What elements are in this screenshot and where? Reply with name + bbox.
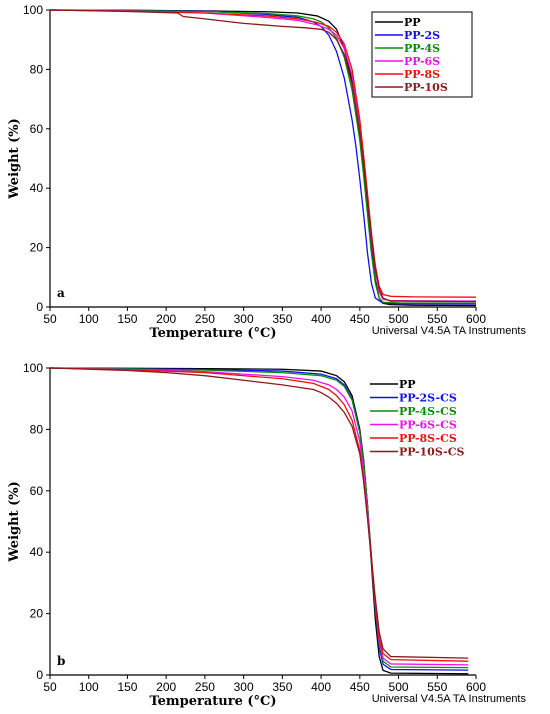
legend-entry: PP-4S <box>404 42 440 55</box>
y-tick-label: 60 <box>30 484 44 498</box>
legend-entry: PP-2S <box>404 29 440 42</box>
legend-entry: PP-10S <box>404 81 448 94</box>
x-tick-label: 500 <box>389 312 409 326</box>
x-tick-label: 200 <box>156 312 176 326</box>
chart-panel-b: 50 100 150 200 250 300 350 400 450 500 550 600 0 20 40… <box>7 361 526 709</box>
legend-box <box>371 11 473 98</box>
series-line-pp <box>49 367 469 675</box>
legend-entry: PP-4S-CS <box>399 405 457 418</box>
x-tick-label: 350 <box>272 680 292 694</box>
y-tick-label: 100 <box>23 361 43 375</box>
legend-entry: PP <box>404 16 421 29</box>
y-axis-title: Weight (%) <box>7 118 22 199</box>
y-axis-title: Weight (%) <box>7 481 22 562</box>
x-tick-label: 150 <box>117 680 137 694</box>
x-tick-label: 300 <box>234 680 254 694</box>
chart-panel-a: 50 100 150 200 250 300 350 400 450 500 550 600 0 20 40… <box>7 3 526 341</box>
panel-letter: a <box>57 286 65 300</box>
y-tick-label: 60 <box>30 122 44 136</box>
legend-entry: PP-2S-CS <box>399 392 457 405</box>
x-tick-label: 200 <box>156 680 176 694</box>
y-tick-label: 80 <box>30 422 44 436</box>
series-line-pp-10s <box>49 9 477 303</box>
series-line-pp-6s-cs <box>49 367 469 666</box>
x-tick-label: 100 <box>79 312 99 326</box>
y-tick-label: 20 <box>30 241 44 255</box>
x-tick-label: 300 <box>234 312 254 326</box>
x-tick-label: 550 <box>427 680 447 694</box>
legend-entry: PP-6S <box>404 55 440 68</box>
series-line-pp-4s <box>49 9 477 304</box>
y-tick-label: 0 <box>36 300 43 314</box>
series-line-pp-2s <box>49 9 477 305</box>
series-line-pp-10s-cs <box>49 367 469 659</box>
x-tick-label: 100 <box>79 680 99 694</box>
legend-entry: PP-6S-CS <box>399 419 457 432</box>
y-tick-label: 40 <box>30 545 44 559</box>
instrument-note: Universal V4.5A TA Instruments <box>372 325 527 337</box>
x-tick-label: 550 <box>427 312 447 326</box>
x-tick-label: 600 <box>466 680 486 694</box>
x-tick-label: 250 <box>195 680 215 694</box>
y-tick-label: 20 <box>30 607 44 621</box>
legend-entry: PP-8S-CS <box>399 432 457 445</box>
x-tick-label: 350 <box>272 312 292 326</box>
x-tick-label: 450 <box>350 680 370 694</box>
x-tick-label: 50 <box>43 680 57 694</box>
series-line-pp-8s-cs <box>49 367 469 662</box>
x-tick-label: 500 <box>389 680 409 694</box>
x-tick-label: 50 <box>43 312 57 326</box>
x-axis-title: Temperature (°C) <box>149 326 276 341</box>
legend: PPPP-2S-CSPP-4S-CSPP-6S-CSPP-8S-CSPP-10S… <box>370 378 464 459</box>
legend-entry: PP <box>399 378 416 391</box>
series-line-pp-8s <box>49 9 477 298</box>
panel-letter: b <box>57 654 65 668</box>
y-tick-label: 0 <box>36 668 43 682</box>
x-tick-label: 450 <box>350 312 370 326</box>
y-tick-label: 100 <box>23 3 43 17</box>
x-tick-label: 400 <box>311 680 331 694</box>
series-line-pp-4s-cs <box>49 367 469 669</box>
y-tick-label: 80 <box>30 62 44 76</box>
x-tick-label: 150 <box>117 312 137 326</box>
instrument-note: Universal V4.5A TA Instruments <box>372 693 527 705</box>
y-tick-label: 40 <box>30 181 44 195</box>
legend-entry: PP-8S <box>404 68 440 81</box>
legend-entry: PP-10S-CS <box>399 446 464 459</box>
x-tick-label: 600 <box>466 312 486 326</box>
x-axis-title: Temperature (°C) <box>149 694 276 709</box>
x-tick-label: 400 <box>311 312 331 326</box>
x-tick-label: 250 <box>195 312 215 326</box>
